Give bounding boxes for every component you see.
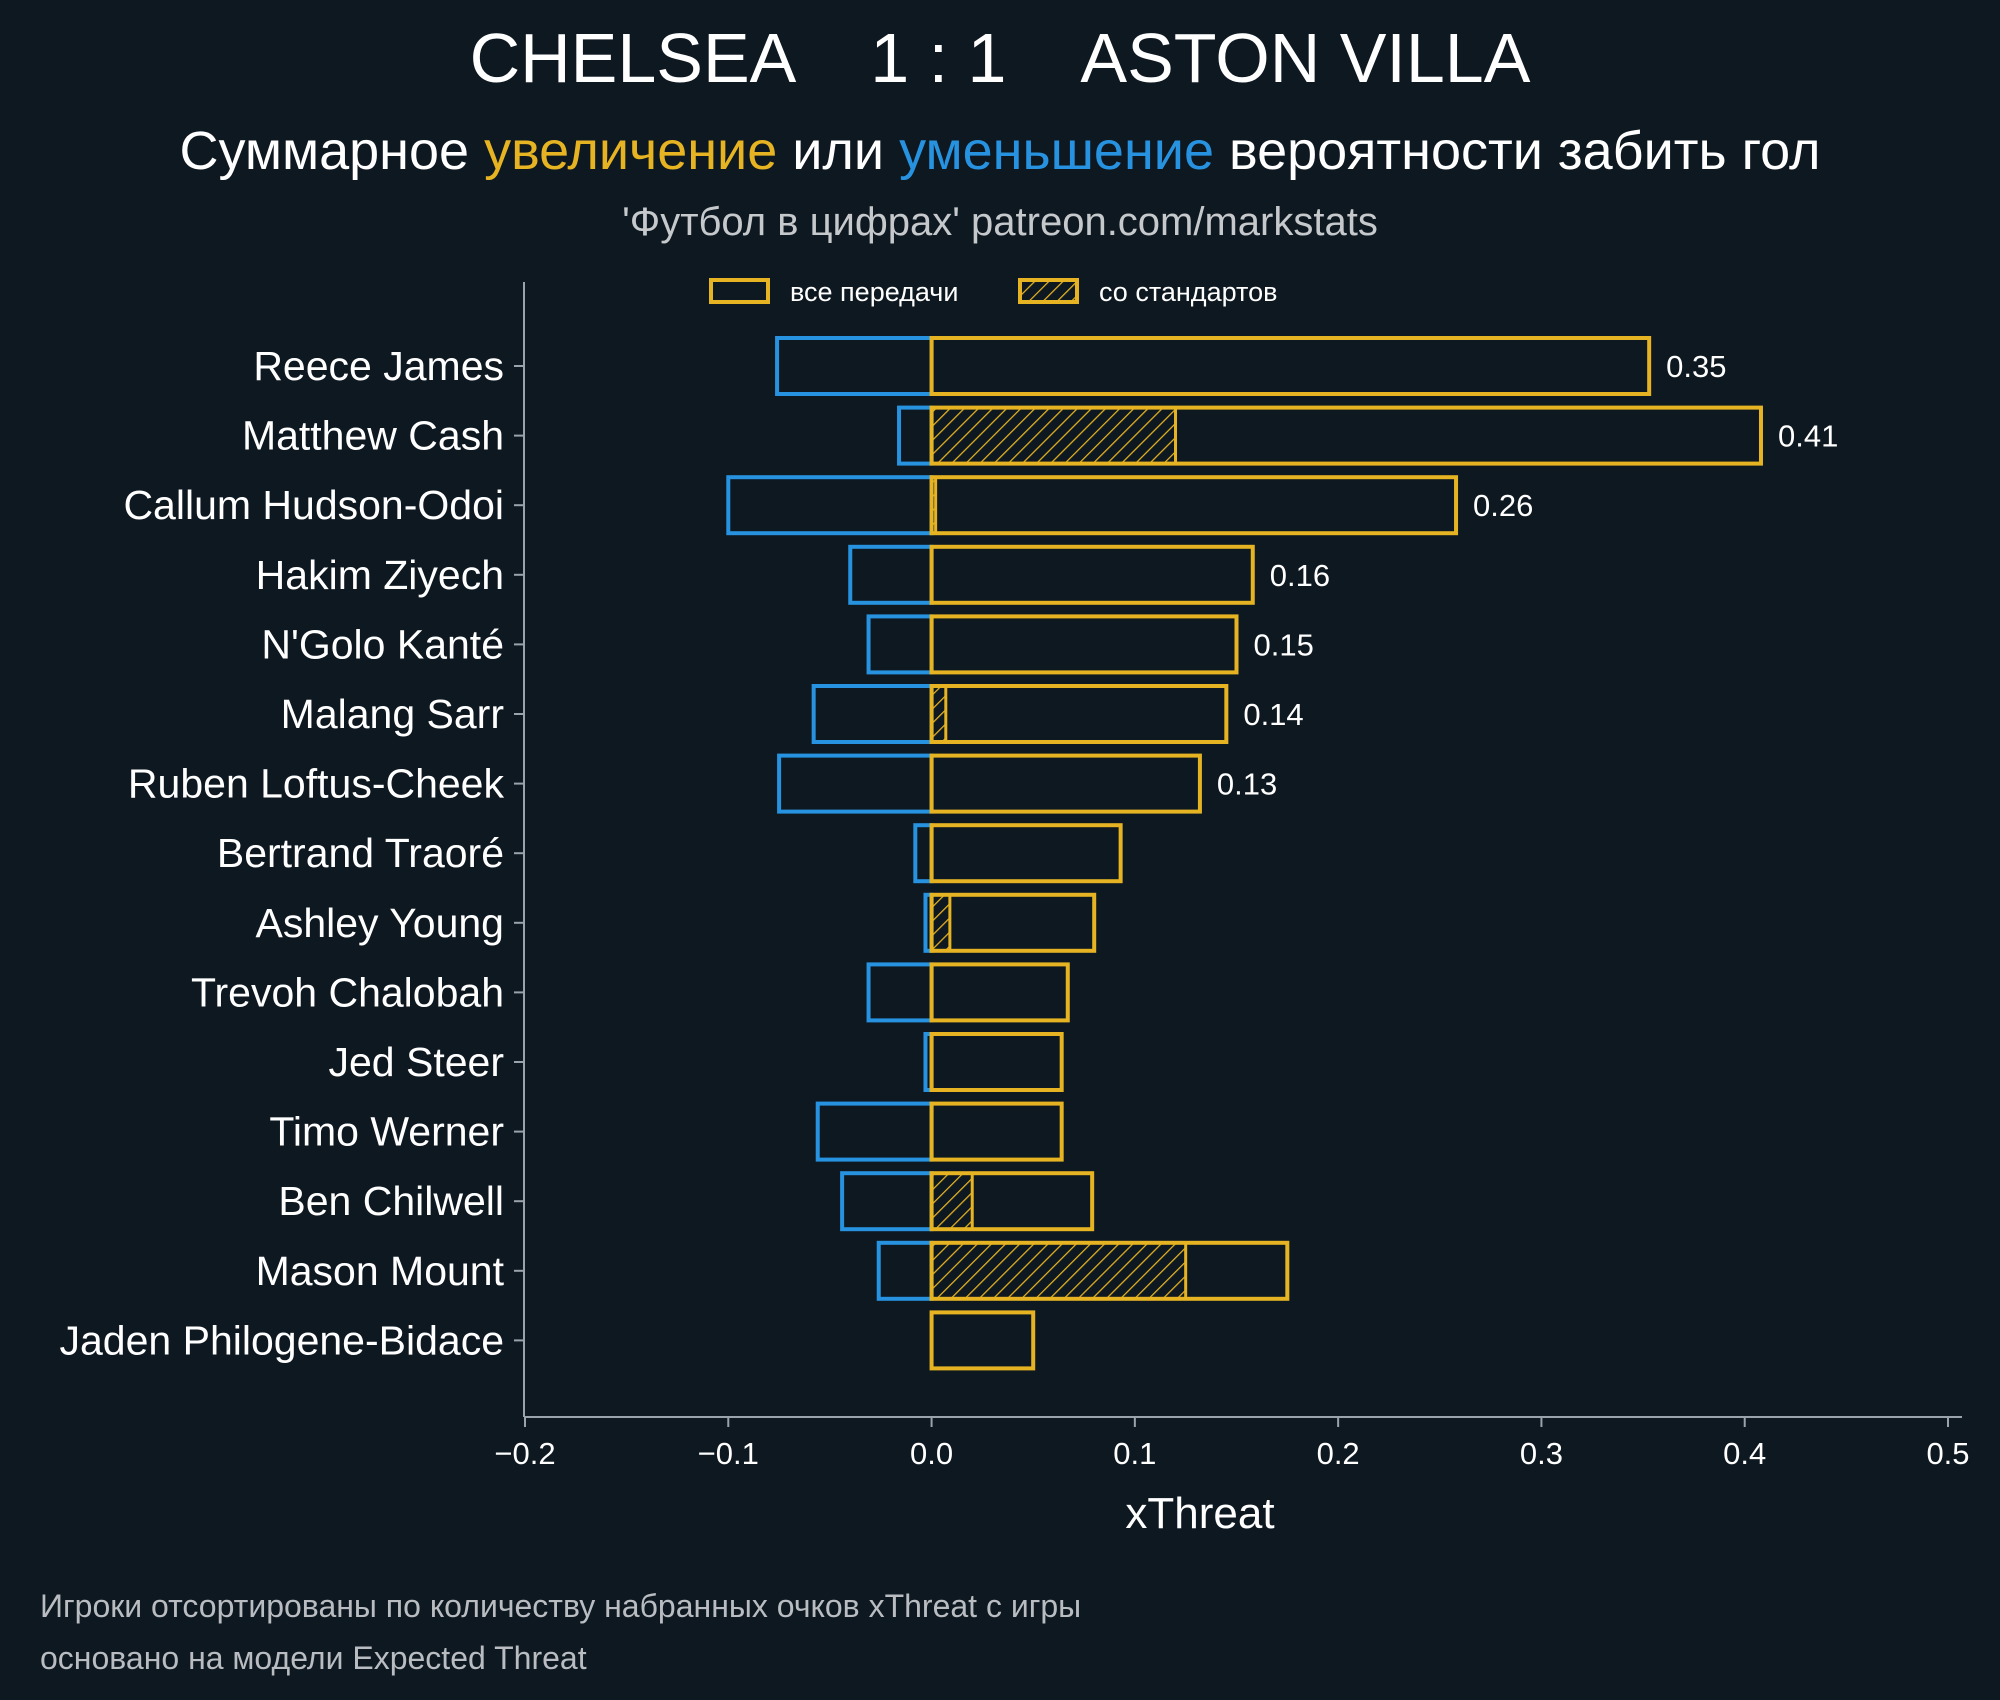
bar-positive bbox=[929, 405, 1763, 466]
legend-swatch-all bbox=[709, 278, 770, 304]
bar-positive bbox=[929, 614, 1239, 675]
bar-set-piece bbox=[930, 893, 952, 953]
subtitle-decrease: уменьшение bbox=[899, 121, 1214, 181]
bar-positive bbox=[929, 544, 1255, 605]
bar-positive bbox=[929, 1101, 1064, 1162]
x-tick-label: 0.1 bbox=[1113, 1436, 1156, 1471]
bar-positive bbox=[929, 1310, 1036, 1371]
bar-positive bbox=[929, 753, 1202, 814]
bar-negative bbox=[840, 1171, 934, 1232]
bar-positive bbox=[929, 684, 1229, 744]
footer-note-model: основано на модели Expected Threat bbox=[40, 1640, 587, 1676]
bar-negative bbox=[726, 475, 934, 536]
y-tick-label: Reece James bbox=[253, 343, 504, 389]
bar-set-piece bbox=[930, 1241, 1188, 1301]
bars-group: 0.35 0.41 0.26 0.16 0.15 0.14 0.13 bbox=[726, 336, 1838, 1371]
bar-positive bbox=[929, 962, 1070, 1023]
y-tick-label: N'Golo Kanté bbox=[261, 621, 504, 667]
legend-label: со стандартов bbox=[1099, 277, 1277, 307]
bar-negative bbox=[848, 544, 934, 605]
y-tick-label: Trevoh Chalobah bbox=[191, 969, 504, 1015]
data-label: 0.14 bbox=[1243, 697, 1303, 732]
y-tick-label: Ruben Loftus-Cheek bbox=[128, 761, 505, 807]
y-tick-label: Timo Werner bbox=[269, 1109, 504, 1155]
y-tick-label: Ashley Young bbox=[255, 900, 504, 946]
chart-title: CHELSEA 1 : 1 ASTON VILLA bbox=[469, 19, 1531, 97]
data-label: 0.16 bbox=[1270, 558, 1330, 593]
data-label: 0.26 bbox=[1473, 488, 1533, 523]
y-tick-label: Ben Chilwell bbox=[278, 1178, 504, 1224]
y-tick-label: Jaden Philogene-Bidace bbox=[60, 1317, 505, 1363]
bar-negative bbox=[815, 1101, 934, 1162]
subtitle-part3: вероятности забить гол bbox=[1213, 121, 1821, 181]
y-tick-label: Malang Sarr bbox=[281, 691, 504, 737]
bar-negative bbox=[866, 614, 934, 675]
chart-subtitle: Суммарное увеличение или уменьшение веро… bbox=[0, 120, 2000, 182]
x-tick-label: 0.2 bbox=[1317, 1436, 1360, 1471]
footer-notes: Игроки отсортированы по количеству набра… bbox=[40, 1580, 1081, 1684]
data-label: 0.41 bbox=[1778, 419, 1838, 454]
x-tick-label: −0.1 bbox=[698, 1436, 759, 1471]
bar-positive bbox=[929, 1171, 1095, 1232]
legend: все передачи со стандартов bbox=[709, 277, 1277, 307]
bar-positive bbox=[929, 892, 1097, 953]
x-tick-label: −0.2 bbox=[494, 1436, 555, 1471]
x-tick-label: 0.0 bbox=[910, 1436, 953, 1471]
subtitle-increase: увеличение bbox=[484, 121, 778, 181]
x-tick-label: 0.5 bbox=[1926, 1436, 1969, 1471]
chart-credit: 'Футбол в цифрах' patreon.com/markstats bbox=[622, 200, 1378, 244]
bar-positive bbox=[929, 1032, 1064, 1092]
y-tick-label: Bertrand Traoré bbox=[217, 830, 504, 876]
bar-set-piece bbox=[930, 1171, 974, 1231]
x-tick-label: 0.3 bbox=[1520, 1436, 1563, 1471]
y-tick-label: Callum Hudson-Odoi bbox=[123, 482, 504, 528]
bar-negative bbox=[811, 684, 934, 744]
bar-negative bbox=[866, 962, 934, 1023]
subtitle-part2: или bbox=[777, 121, 900, 181]
y-tick-label: Matthew Cash bbox=[242, 413, 504, 459]
bar-negative bbox=[897, 405, 934, 466]
data-label: 0.15 bbox=[1254, 627, 1314, 662]
bar-set-piece bbox=[930, 684, 948, 744]
bar-positive bbox=[929, 336, 1652, 396]
bar-positive bbox=[929, 475, 1459, 536]
axes-group: Reece James Matthew Cash Callum Hudson-Odo… bbox=[60, 282, 1970, 1538]
y-tick-label: Hakim Ziyech bbox=[256, 552, 504, 598]
bar-positive bbox=[929, 823, 1123, 884]
bar-set-piece bbox=[930, 406, 1178, 466]
legend-label: все передачи bbox=[790, 277, 958, 307]
bar-positive bbox=[929, 1240, 1290, 1301]
footer-note-sorting: Игроки отсортированы по количеству набра… bbox=[40, 1588, 1082, 1624]
y-tick-label: Mason Mount bbox=[256, 1248, 505, 1294]
data-label: 0.13 bbox=[1217, 767, 1277, 802]
x-tick-label: 0.4 bbox=[1723, 1436, 1766, 1471]
subtitle-part1: Суммарное bbox=[179, 121, 485, 181]
x-axis-label: xThreat bbox=[1125, 1489, 1274, 1538]
y-tick-label: Jed Steer bbox=[329, 1039, 505, 1085]
bar-negative bbox=[913, 823, 934, 884]
data-label: 0.35 bbox=[1666, 349, 1726, 384]
bar-negative bbox=[876, 1240, 934, 1301]
bar-negative bbox=[775, 336, 934, 396]
bar-negative bbox=[777, 753, 934, 814]
legend-swatch-set-piece bbox=[1018, 278, 1079, 304]
